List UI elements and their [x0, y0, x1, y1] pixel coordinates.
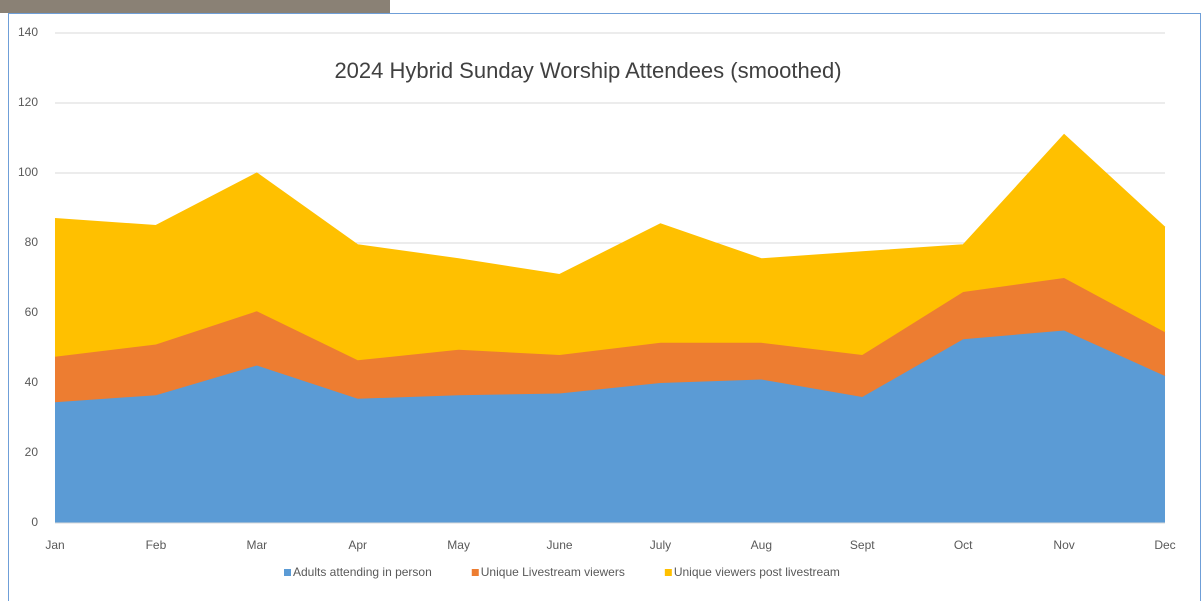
- x-tick-label: Apr: [348, 538, 367, 552]
- x-tick-label: Sept: [850, 538, 875, 552]
- x-tick-label: Mar: [246, 538, 267, 552]
- legend-swatch: [284, 569, 291, 576]
- y-tick-label: 0: [31, 515, 38, 529]
- y-tick-label: 60: [25, 305, 39, 319]
- legend-label: Adults attending in person: [293, 565, 432, 579]
- y-tick-label: 140: [18, 25, 38, 39]
- y-tick-label: 100: [18, 165, 38, 179]
- area-fill: [55, 278, 1165, 403]
- legend-swatch: [664, 569, 672, 576]
- x-tick-label: Dec: [1154, 538, 1175, 552]
- legend-label: Unique viewers post livestream: [674, 565, 840, 579]
- x-tick-label: Nov: [1053, 538, 1074, 552]
- area-edge: [54, 133, 1166, 276]
- legend-swatch: [471, 569, 479, 576]
- x-tick-label: Feb: [146, 538, 167, 552]
- y-tick-label: 20: [25, 445, 39, 459]
- x-tick-label: July: [650, 538, 671, 552]
- legend-label: Unique Livestream viewers: [481, 565, 625, 579]
- photo-fragment: [0, 0, 390, 13]
- x-tick-label: June: [547, 538, 573, 552]
- areas: [54, 133, 1166, 523]
- area-fill: [55, 330, 1165, 523]
- chart-title: 2024 Hybrid Sunday Worship Attendees (sm…: [334, 58, 841, 83]
- x-tick-label: Aug: [751, 538, 772, 552]
- y-tick-label: 40: [25, 375, 39, 389]
- x-tick-label: May: [447, 538, 470, 552]
- legend: Adults attending in person Unique Livestr…: [284, 565, 840, 579]
- y-tick-label: 80: [25, 235, 39, 249]
- x-tick-label: Oct: [954, 538, 973, 552]
- x-tick-label: Jan: [45, 538, 64, 552]
- area-fill: [55, 134, 1165, 361]
- y-tick-label: 120: [18, 95, 38, 109]
